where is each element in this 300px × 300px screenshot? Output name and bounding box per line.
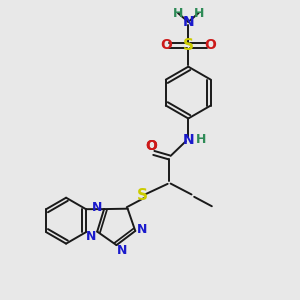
Text: H: H: [194, 7, 204, 20]
Text: H: H: [196, 133, 207, 146]
Text: N: N: [182, 133, 194, 147]
Text: O: O: [160, 38, 172, 52]
Text: O: O: [204, 38, 216, 52]
Text: N: N: [92, 201, 102, 214]
Text: S: S: [183, 38, 194, 53]
Text: O: O: [146, 139, 158, 153]
Text: N: N: [85, 230, 96, 243]
Text: N: N: [136, 223, 147, 236]
Text: N: N: [182, 15, 194, 29]
Text: N: N: [117, 244, 127, 257]
Text: H: H: [173, 7, 183, 20]
Text: O: O: [146, 139, 158, 153]
Text: S: S: [137, 188, 148, 203]
